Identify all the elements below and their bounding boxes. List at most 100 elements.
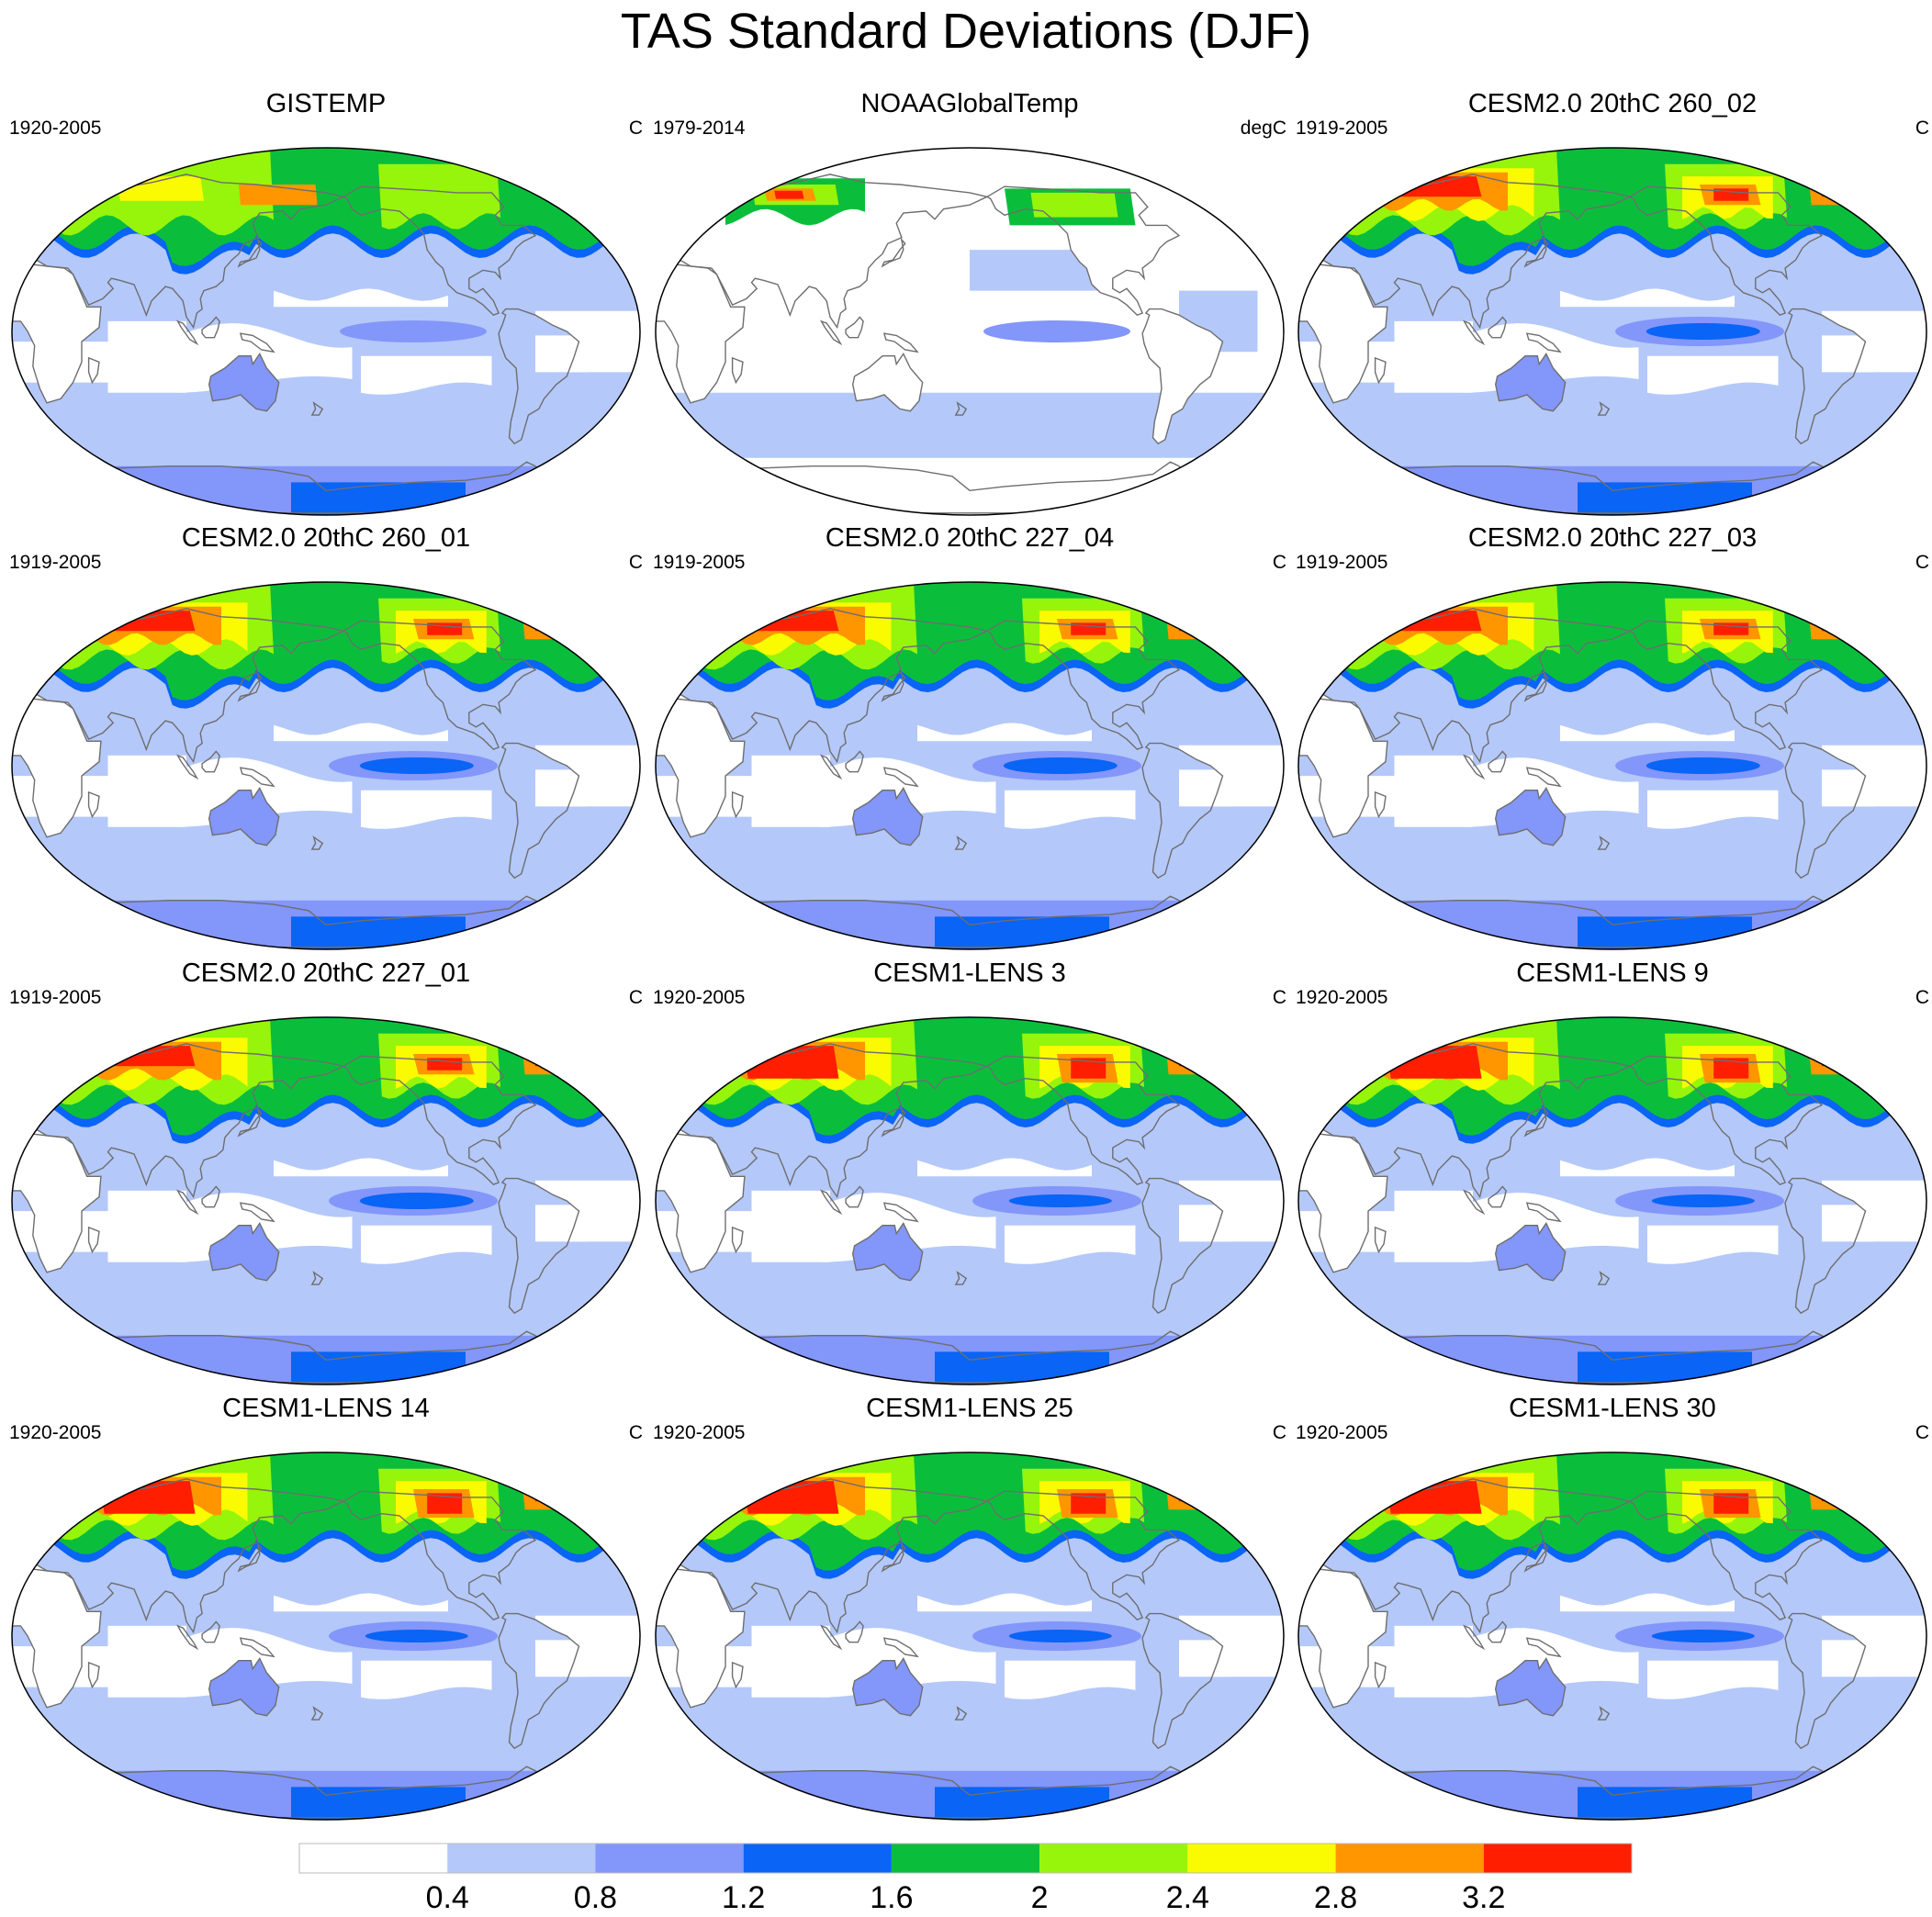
- coast-africa: [656, 255, 746, 404]
- panel-unit: degC: [1240, 118, 1286, 139]
- africa-interior: [1298, 1560, 1387, 1708]
- australia-interior: [852, 1223, 923, 1281]
- eurasia-red: [1386, 611, 1482, 632]
- coast-madagascar: [1374, 1226, 1387, 1254]
- map-border: [655, 581, 1285, 950]
- antarctic-blue: [1578, 1351, 1752, 1384]
- coast-africa: [12, 689, 102, 838]
- white-band-north-pacific: [917, 1158, 1092, 1177]
- panel-unit: C: [1915, 118, 1929, 139]
- antarctic-blue: [1578, 916, 1752, 949]
- map-svg: [655, 147, 1285, 516]
- enso-core: [1003, 757, 1118, 774]
- white-band-indian: [1394, 1190, 1473, 1262]
- panel-unit: C: [1272, 987, 1286, 1008]
- white-band-indian: [1394, 1625, 1473, 1698]
- antarctic-green: [1804, 1783, 1839, 1804]
- panel-period: 1920-2005: [9, 118, 102, 139]
- brazil-interior: [535, 335, 588, 373]
- antarctic-green: [1162, 1348, 1196, 1369]
- australia-interior: [208, 1223, 279, 1281]
- coast-greenland: [1820, 1030, 1902, 1078]
- coast-borneo: [201, 316, 220, 339]
- brazil-interior: [535, 769, 588, 807]
- white-band-indian: [751, 1625, 830, 1698]
- coast-madagascar: [1374, 790, 1387, 819]
- eurasia-red: [743, 1481, 839, 1514]
- coast-newguinea: [1525, 1637, 1562, 1658]
- baffin-red: [1175, 606, 1200, 632]
- coast-samerica: [498, 308, 580, 445]
- coast-uk: [624, 646, 639, 665]
- baffin-red: [1818, 1476, 1843, 1502]
- map-field: [1298, 148, 1926, 515]
- coast-japan: [1523, 671, 1549, 702]
- coast-sumatra: [1462, 320, 1486, 346]
- coastlines: [1298, 1030, 1926, 1384]
- coast-namerica: [985, 1055, 1181, 1186]
- map-panel: NOAAGlobalTemp 1979-2014 degC: [653, 88, 1286, 520]
- antarctic-blue: [291, 1787, 466, 1820]
- white-band-indian: [751, 755, 830, 827]
- coast-namerica: [1628, 1490, 1824, 1621]
- brazil-interior: [1822, 335, 1874, 373]
- white-band-south-pacific: [1647, 790, 1779, 829]
- coast-newguinea: [239, 1637, 275, 1658]
- australia-interior: [1495, 1658, 1566, 1716]
- baffin-red: [532, 1041, 556, 1067]
- white-band-south-pacific: [361, 1225, 492, 1264]
- brazil-interior: [1179, 1640, 1231, 1677]
- coast-uk: [624, 1082, 639, 1100]
- enso-core: [1646, 757, 1760, 774]
- brazil-interior: [535, 1640, 588, 1677]
- coast-africa: [1298, 1125, 1388, 1273]
- map-svg: [655, 581, 1285, 950]
- panel-title: CESM1-LENS 9: [1516, 958, 1709, 988]
- coast-australia: [208, 353, 280, 412]
- map-canvas: [9, 145, 643, 518]
- coast-greenland: [534, 161, 615, 208]
- colorbar-label: 3.2: [1462, 1880, 1505, 1913]
- map-field: [1298, 1017, 1926, 1384]
- coast-eurasia: [656, 1043, 990, 1199]
- colorbar-svg: 0.4 0.8 1.2 1.6 2 2.4 2.8 3.2: [298, 1843, 1633, 1913]
- enso-core: [359, 757, 474, 774]
- coast-madagascar: [731, 356, 744, 385]
- namerica-red: [1713, 1058, 1749, 1079]
- coast-namerica: [342, 185, 537, 317]
- coast-samerica: [1784, 1177, 1867, 1315]
- namerica-red: [1071, 1058, 1106, 1079]
- panel-unit: C: [628, 987, 643, 1008]
- coast-namerica: [1628, 1055, 1824, 1186]
- coast-japan: [237, 237, 263, 268]
- coast-samerica: [1141, 742, 1224, 880]
- map-canvas: [9, 1450, 643, 1822]
- white-band-north-pacific: [274, 723, 448, 742]
- coast-newguinea: [239, 767, 275, 788]
- coast-madagascar: [731, 1661, 744, 1689]
- baffin-red: [1818, 606, 1843, 632]
- eurasia-red: [743, 1046, 839, 1079]
- white-band-south-pacific: [1005, 1660, 1136, 1699]
- coast-greenland: [1177, 1030, 1259, 1078]
- coast-eurasia: [656, 1478, 990, 1634]
- africa-interior: [1298, 255, 1387, 403]
- panel-period: 1920-2005: [653, 1422, 746, 1443]
- map-canvas: [653, 579, 1286, 952]
- map-field: [12, 148, 640, 515]
- coast-sumatra: [1462, 1189, 1486, 1216]
- map-panel: CESM2.0 20thC 227_04 1919-2005 C: [653, 522, 1286, 954]
- coast-newguinea: [1525, 1202, 1562, 1223]
- coast-uk: [1911, 1082, 1926, 1100]
- coast-africa: [12, 255, 102, 404]
- antarctic-green: [518, 1783, 553, 1804]
- coast-madagascar: [87, 1661, 100, 1689]
- coast-eurasia: [1298, 1043, 1633, 1199]
- antarctic-green: [1804, 1348, 1839, 1369]
- australia-interior: [1495, 353, 1566, 411]
- white-band-north-pacific: [274, 1593, 448, 1612]
- panel-unit: C: [1272, 552, 1286, 573]
- colorbar: 0.4 0.8 1.2 1.6 2 2.4 2.8 3.2: [298, 1842, 1634, 1913]
- enso-core: [1008, 1194, 1112, 1207]
- white-band-indian: [751, 1190, 830, 1262]
